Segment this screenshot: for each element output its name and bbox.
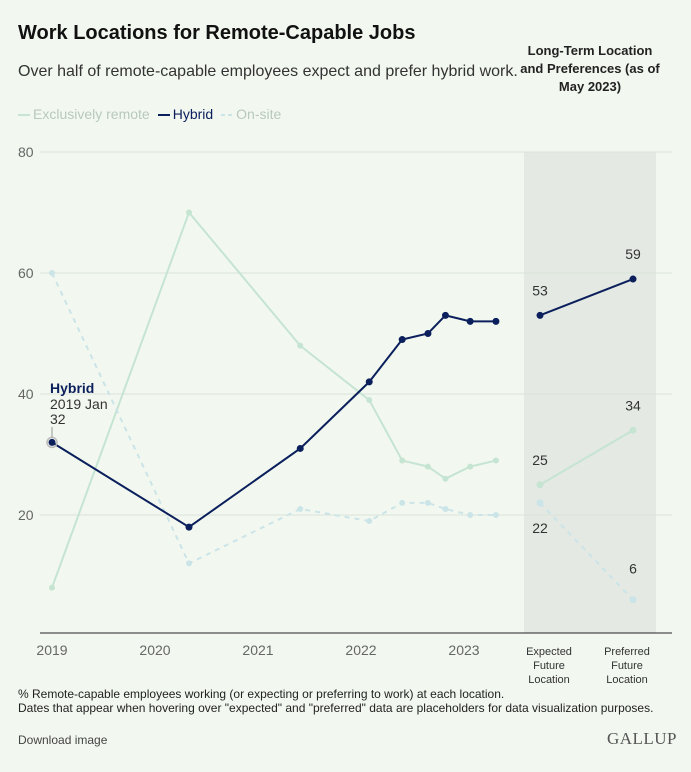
long-term-line (539, 502, 634, 601)
legend-item-remote[interactable]: Exclusively remote (18, 106, 150, 122)
long-term-point (536, 499, 544, 507)
chart-subtitle: Over half of remote-capable employees ex… (18, 63, 518, 80)
data-point (398, 336, 406, 344)
data-point (441, 311, 449, 319)
data-point (424, 499, 431, 506)
legend-item-hybrid[interactable]: Hybrid (157, 106, 213, 122)
long-term-heading: Long-Term Location and Preferences (as o… (520, 43, 660, 94)
series-line-hybrid (51, 314, 496, 529)
data-point (296, 444, 304, 452)
data-point (466, 317, 474, 325)
long-term-point (536, 481, 544, 489)
long-term-category-label: Expected (526, 646, 572, 658)
series-line-exclusively-remote (51, 210, 497, 588)
data-label: 25 (532, 452, 548, 468)
long-term-category-label: Future (611, 660, 643, 672)
long-term-category-label: Location (606, 674, 648, 686)
y-tick-label: 80 (18, 144, 34, 160)
data-point (424, 330, 432, 337)
data-point (366, 518, 373, 525)
data-point (365, 378, 373, 386)
data-point (399, 457, 406, 464)
x-tick-label: 2021 (242, 642, 273, 658)
x-tick-label: 2020 (139, 642, 170, 658)
data-point (442, 475, 449, 482)
legend: Exclusively remote Hybrid On-site (18, 106, 281, 122)
data-point (49, 270, 55, 276)
data-point (424, 463, 431, 470)
long-term-line (539, 278, 634, 317)
long-term-category-label: Future (533, 660, 565, 672)
footnote: % Remote-capable employees working (or e… (18, 687, 654, 715)
data-point (297, 505, 304, 512)
long-term-point (629, 426, 637, 434)
long-term-point (629, 596, 637, 604)
y-tick-label: 40 (18, 386, 34, 402)
data-label: 34 (625, 397, 641, 413)
data-point (492, 457, 499, 464)
download-image-link[interactable]: Download image (18, 733, 108, 747)
long-term-line (539, 429, 634, 486)
data-point (467, 463, 474, 470)
data-point (48, 438, 56, 446)
x-tick-label: 2019 (36, 642, 67, 658)
data-point (399, 499, 406, 506)
long-term-category-label: Preferred (604, 646, 650, 658)
data-label: 6 (629, 561, 637, 577)
x-tick-label: 2023 (448, 642, 479, 658)
annotation-series: Hybrid (50, 380, 94, 396)
data-point (185, 523, 193, 531)
data-label: 53 (532, 282, 548, 298)
data-label: 22 (532, 520, 548, 536)
data-point (492, 317, 500, 325)
data-point (366, 397, 373, 404)
data-point (297, 342, 304, 349)
data-label: 59 (625, 246, 641, 262)
long-term-point (536, 311, 544, 319)
long-term-shading (524, 152, 656, 633)
data-point (185, 209, 192, 216)
data-point (492, 512, 499, 518)
x-tick-label: 2022 (345, 642, 376, 658)
annotation-value: 32 (50, 411, 66, 427)
long-term-point (629, 275, 637, 283)
data-point (442, 505, 449, 512)
data-point (185, 560, 192, 567)
data-point (467, 512, 474, 518)
long-term-category-label: Location (528, 674, 570, 686)
chart-title: Work Locations for Remote-Capable Jobs (18, 22, 416, 44)
gallup-logo: GALLUP (606, 729, 677, 748)
data-point (49, 584, 55, 591)
annotation-date: 2019 Jan (50, 396, 108, 412)
y-tick-label: 20 (18, 507, 34, 523)
y-tick-label: 60 (18, 265, 34, 281)
series-line-on-site (51, 272, 496, 565)
legend-item-onsite[interactable]: On-site (221, 106, 281, 122)
